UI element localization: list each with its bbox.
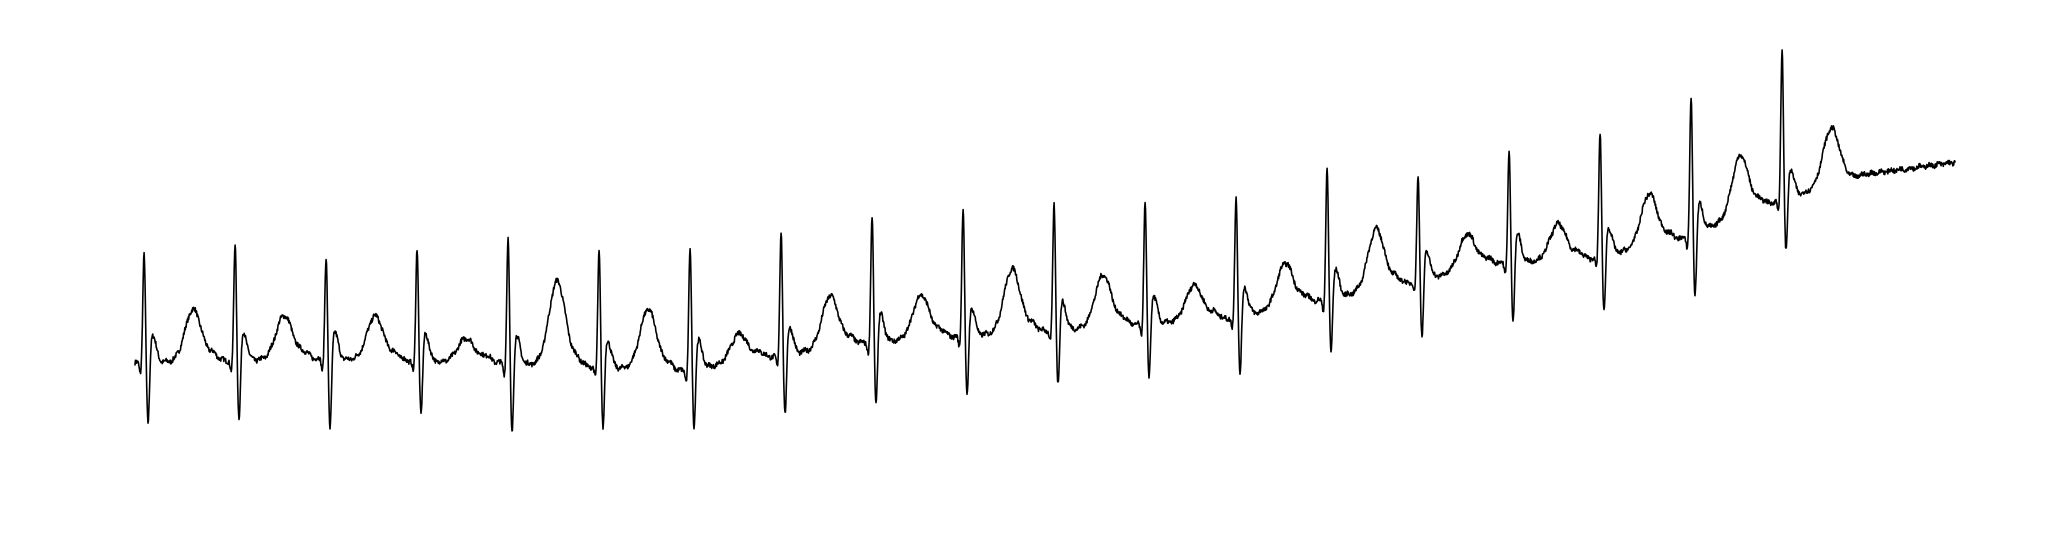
- ecg-trace-line: [134, 49, 1956, 432]
